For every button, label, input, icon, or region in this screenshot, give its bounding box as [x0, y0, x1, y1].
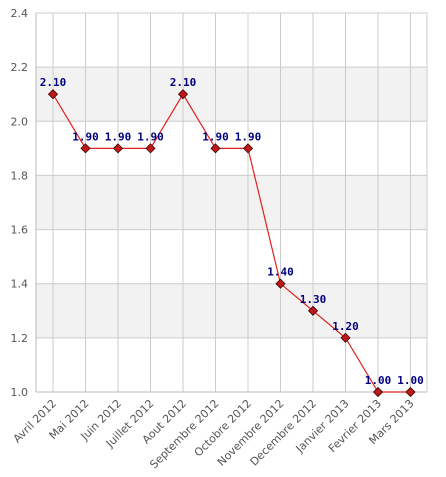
data-point-marker — [210, 143, 221, 154]
data-label: 1.00 — [365, 374, 392, 387]
plot-bands — [36, 67, 427, 338]
data-label: 1.40 — [267, 266, 294, 279]
y-tick-label: 2.2 — [11, 61, 29, 74]
data-label: 1.90 — [105, 130, 132, 143]
y-tick-labels: 1.0 1.2 1.4 1.6 1.8 2.0 2.2 2.4 — [11, 7, 29, 399]
data-point-marker — [47, 89, 59, 100]
data-point-marker — [275, 278, 286, 289]
data-label: 1.90 — [72, 130, 99, 143]
data-labels: 2.10 1.90 1.90 1.90 2.10 1.90 1.90 1.40 1.30 1.20… — [40, 76, 424, 387]
data-point-marker — [112, 143, 124, 154]
y-tick-label: 1.8 — [11, 169, 29, 182]
data-point-marker — [340, 332, 351, 343]
y-tick-label: 2.0 — [11, 115, 29, 128]
data-label: 1.00 — [397, 374, 424, 387]
data-point-marker — [177, 89, 189, 100]
axes — [35, 13, 428, 393]
data-point-marker — [242, 143, 254, 154]
y-tick-label: 1.0 — [11, 386, 29, 399]
data-point-marker — [80, 143, 91, 154]
x-tick-label: Octobre 2012 — [192, 397, 254, 459]
y-tick-label: 1.2 — [11, 332, 29, 345]
data-label: 1.30 — [300, 293, 327, 306]
data-label: 1.20 — [332, 320, 359, 333]
series-line — [52, 93, 411, 393]
data-point-marker — [372, 386, 384, 398]
vertical-gridlines — [52, 13, 411, 392]
plot-band — [36, 67, 427, 122]
data-point-marker — [145, 143, 156, 154]
y-tick-label: 2.4 — [11, 7, 29, 20]
data-label: 1.90 — [235, 130, 262, 143]
series-group — [47, 89, 416, 398]
plot-band — [36, 283, 427, 338]
data-point-marker — [405, 386, 416, 398]
plot-band — [36, 175, 427, 230]
data-label: 1.90 — [137, 130, 164, 143]
data-label: 1.90 — [202, 130, 229, 143]
data-label: 2.10 — [170, 76, 197, 89]
data-label: 2.10 — [40, 76, 67, 89]
y-tick-label: 1.4 — [11, 278, 29, 291]
data-point-marker — [307, 305, 319, 316]
y-tick-label: 1.6 — [11, 224, 29, 237]
